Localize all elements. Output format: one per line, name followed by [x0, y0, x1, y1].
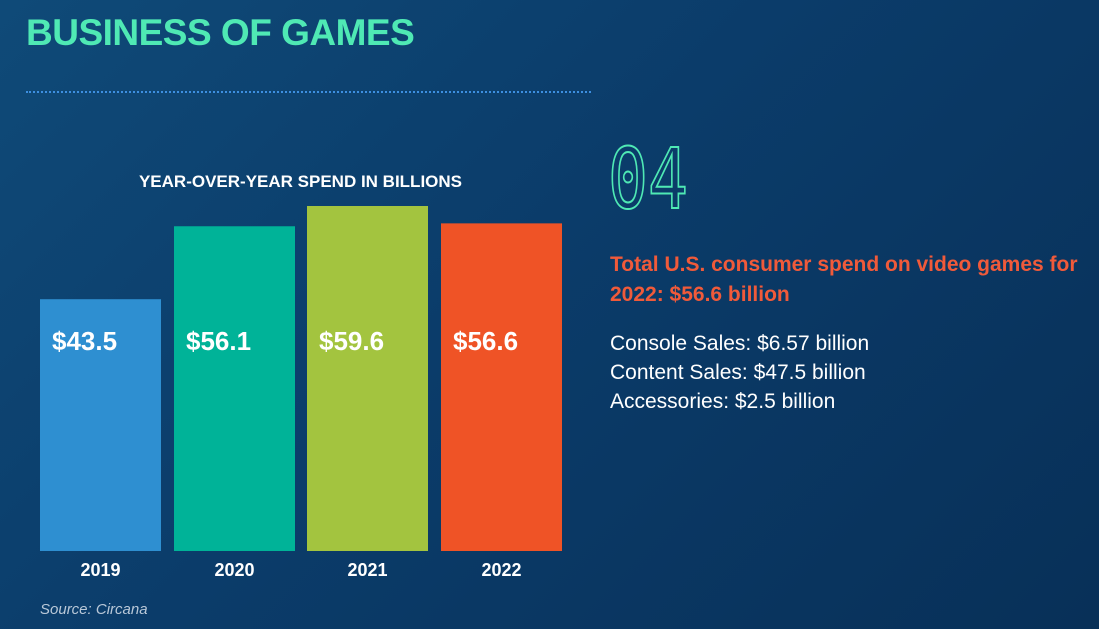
title-divider	[26, 91, 591, 93]
stat-console-sales: Console Sales: $6.57 billion	[610, 332, 870, 355]
source-note: Source: Circana	[40, 601, 148, 618]
bar-2022	[441, 223, 562, 551]
x-tick-2020: 2020	[214, 560, 254, 580]
chart-title: YEAR-OVER-YEAR SPEND IN BILLIONS	[138, 172, 463, 191]
value-label-2019: $43.5	[52, 326, 117, 356]
x-tick-2019: 2019	[80, 560, 120, 580]
stat-accessories: Accessories: $2.5 billion	[610, 390, 836, 413]
value-label-2022: $56.6	[453, 326, 518, 356]
bar-2020	[174, 226, 295, 551]
value-label-2020: $56.1	[186, 326, 251, 356]
stats-list: Console Sales: $6.57 billion Content Sal…	[610, 329, 869, 416]
x-tick-2021: 2021	[347, 560, 387, 580]
x-tick-2022: 2022	[481, 560, 521, 580]
bar-2019	[40, 299, 161, 551]
page-title: BUSINESS OF GAMES	[26, 12, 415, 53]
section-number: 04	[608, 130, 689, 216]
section-number-text: 04	[608, 130, 688, 216]
bar-chart: $43.5 2019 $56.1 2020 $59.6 2021 $56.6 2022	[40, 206, 562, 580]
value-label-2021: $59.6	[319, 326, 384, 356]
stat-content-sales: Content Sales: $47.5 billion	[610, 361, 866, 384]
headline: Total U.S. consumer spend on video games…	[610, 253, 1078, 306]
bar-2021	[307, 206, 428, 551]
